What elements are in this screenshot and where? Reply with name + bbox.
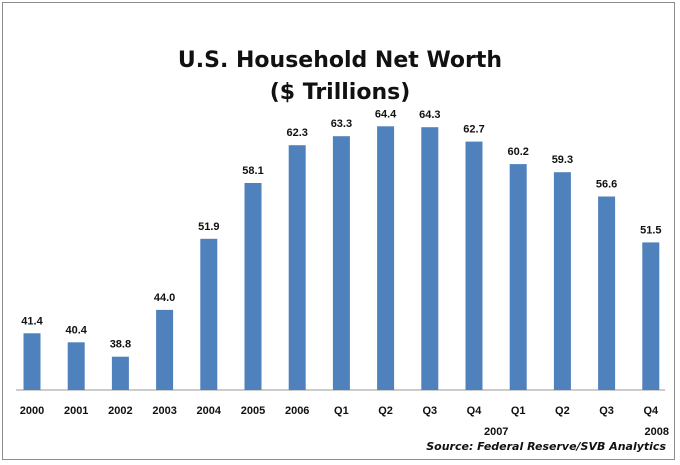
bar bbox=[509, 164, 527, 390]
x-tick-label: Q2 bbox=[378, 405, 393, 417]
bar bbox=[553, 172, 571, 390]
data-label: 62.7 bbox=[463, 124, 484, 136]
x-tick-label: Q4 bbox=[643, 405, 659, 417]
bar bbox=[332, 136, 350, 390]
data-label: 40.4 bbox=[65, 324, 87, 336]
bar bbox=[23, 333, 41, 390]
data-label: 64.4 bbox=[375, 108, 397, 120]
bar bbox=[421, 127, 439, 390]
data-label: 38.8 bbox=[110, 339, 131, 351]
bar bbox=[642, 242, 660, 390]
source-note: Source: Federal Reserve/SVB Analytics bbox=[426, 440, 666, 453]
x-tick-label: Q1 bbox=[334, 405, 349, 417]
group-label: 2007 bbox=[484, 426, 508, 438]
data-label: 56.6 bbox=[596, 179, 617, 191]
bar bbox=[377, 126, 395, 391]
x-tick-label: Q3 bbox=[599, 405, 614, 417]
x-tick-label: Q1 bbox=[511, 405, 526, 417]
data-label: 64.3 bbox=[419, 109, 440, 121]
bar bbox=[200, 238, 218, 390]
x-tick-label: 2005 bbox=[241, 405, 265, 417]
data-label: 51.9 bbox=[198, 221, 219, 233]
x-tick-label: 2004 bbox=[197, 405, 222, 417]
chart-title: U.S. Household Net Worth bbox=[177, 48, 503, 73]
group-label: 2008 bbox=[645, 426, 669, 438]
bar bbox=[67, 342, 85, 390]
chart-subtitle: ($ Trillions) bbox=[269, 80, 411, 105]
data-label: 60.2 bbox=[507, 146, 528, 158]
bar bbox=[111, 356, 129, 390]
x-tick-label: 2000 bbox=[20, 405, 44, 417]
x-tick-label: 2003 bbox=[152, 405, 176, 417]
x-tick-label: 2002 bbox=[108, 405, 132, 417]
data-label: 41.4 bbox=[21, 315, 43, 327]
data-label: 59.3 bbox=[552, 154, 573, 166]
x-tick-label: Q2 bbox=[555, 405, 570, 417]
x-tick-label: Q4 bbox=[467, 405, 483, 417]
chart-frame bbox=[2, 2, 675, 460]
bar bbox=[465, 141, 483, 390]
data-label: 51.5 bbox=[640, 224, 661, 236]
bar bbox=[598, 196, 616, 390]
data-label: 63.3 bbox=[331, 118, 352, 130]
x-tick-label: 2006 bbox=[285, 405, 309, 417]
data-label: 44.0 bbox=[154, 292, 175, 304]
data-label: 62.3 bbox=[286, 127, 307, 139]
data-label: 58.1 bbox=[242, 165, 263, 177]
x-tick-label: Q3 bbox=[422, 405, 437, 417]
bar bbox=[244, 183, 262, 390]
bar bbox=[288, 145, 306, 390]
bar bbox=[156, 309, 174, 390]
x-tick-label: 2001 bbox=[64, 405, 88, 417]
